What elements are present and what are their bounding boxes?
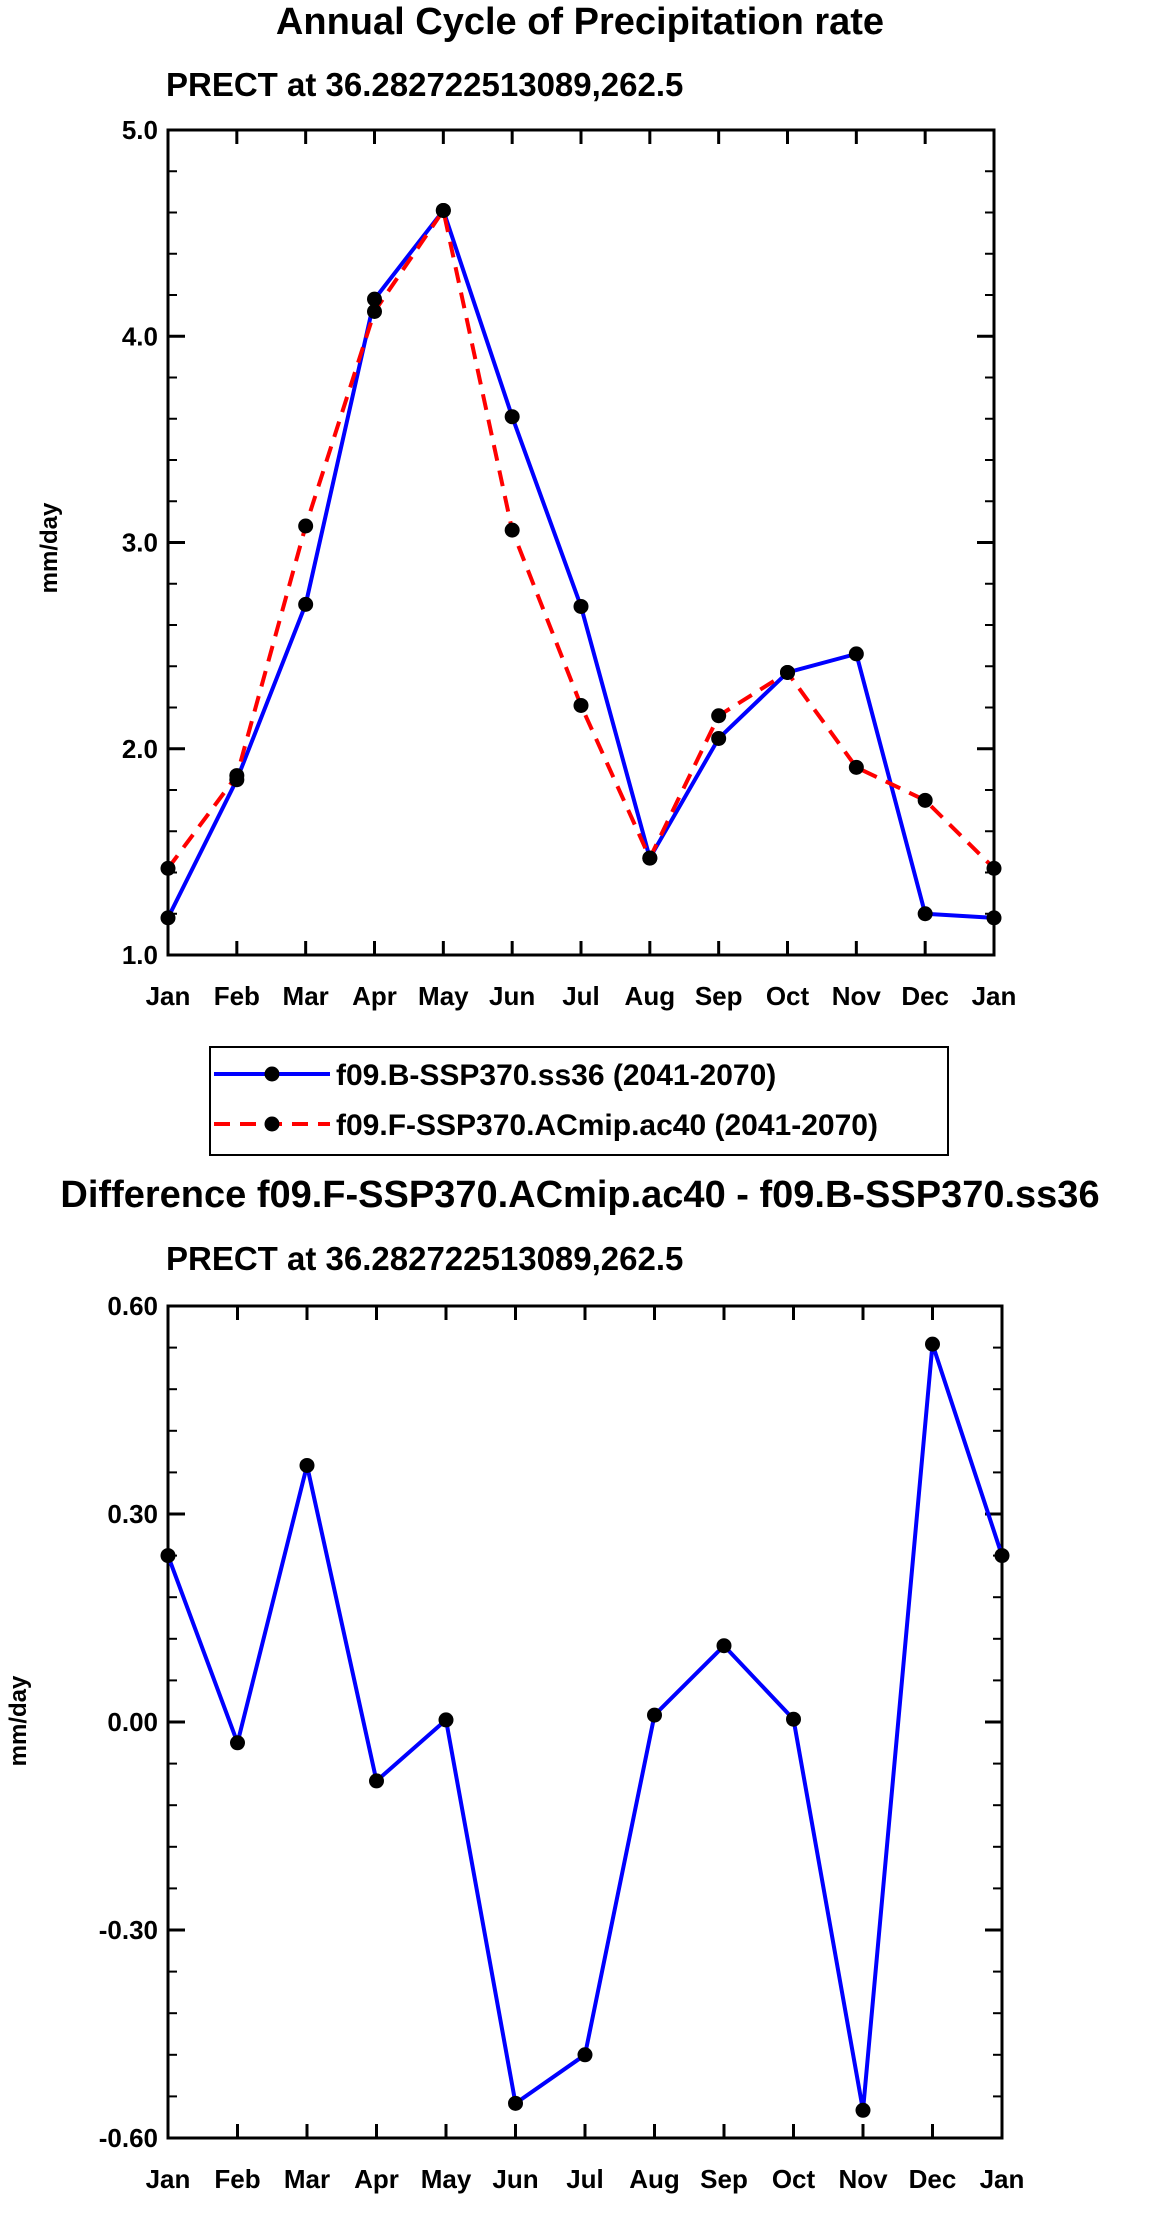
bottom-series-1-point	[160, 1548, 176, 1564]
legend: f09.B-SSP370.ss36 (2041-2070) f09.F-SSP3…	[209, 1046, 949, 1156]
top-ytick-label: 3.0	[122, 528, 158, 558]
top-xtick-label: Apr	[352, 981, 397, 1011]
top-series-2-line	[166, 208, 996, 870]
bottom-chart-subtitle: PRECT at 36.282722513089,262.5	[166, 1240, 683, 1277]
bottom-xtick-label: Jul	[566, 2164, 604, 2194]
legend-marker-series-2	[264, 1116, 280, 1132]
top-series-2-point	[848, 759, 864, 775]
bottom-xtick-label: Apr	[354, 2164, 399, 2194]
bottom-xtick-label: Nov	[838, 2164, 888, 2194]
top-series-2-point	[917, 792, 933, 808]
bottom-series-1-point	[508, 2095, 523, 2111]
top-ytick-label: 1.0	[122, 940, 158, 970]
top-xtick-label: Aug	[625, 981, 676, 1011]
top-series-2-point	[780, 664, 795, 680]
top-series-2-point	[642, 850, 658, 866]
top-series-2-point	[435, 202, 451, 218]
legend-label-series-2: f09.F-SSP370.ACmip.ac40 (2041-2070)	[336, 1109, 878, 1142]
top-ytick-label: 4.0	[122, 321, 158, 351]
bottom-series-1-point	[438, 1712, 454, 1728]
bottom-xtick-label: Mar	[284, 2164, 330, 2194]
bottom-xtick-label: Jan	[146, 2164, 191, 2194]
top-series-1-point	[504, 409, 520, 425]
top-series-2-point	[573, 697, 589, 713]
bottom-xtick-label: Aug	[629, 2164, 680, 2194]
top-xtick-label: Mar	[283, 981, 329, 1011]
top-series-1-point	[917, 906, 933, 922]
top-xtick-label: May	[418, 981, 469, 1011]
bottom-chart-ylabel: mm/day	[5, 1675, 32, 1766]
top-xtick-label: Jun	[489, 981, 535, 1011]
top-chart-subtitle: PRECT at 36.282722513089,262.5	[166, 66, 683, 103]
bottom-xtick-label: Jan	[980, 2164, 1025, 2194]
top-series-1-point	[298, 596, 314, 612]
bottom-series-1-point	[577, 2047, 593, 2063]
top-series-1-point	[711, 730, 727, 746]
bottom-ytick-label: 0.30	[107, 1499, 158, 1529]
bottom-series-1-point	[647, 1707, 662, 1723]
bottom-chart-plot: -0.60 -0.30 0.00 0.30 0.60 Jan Feb Mar Apr May Jun…	[99, 1291, 1025, 2194]
top-xtick-label: Oct	[766, 981, 810, 1011]
bottom-xtick-label: Dec	[909, 2164, 957, 2194]
top-series-2-point	[160, 860, 176, 876]
bottom-series-1-point	[369, 1773, 384, 1789]
top-xtick-label: Dec	[901, 981, 949, 1011]
bottom-series-1-point	[994, 1548, 1010, 1564]
top-chart-frame	[166, 128, 996, 957]
bottom-ytick-label: 0.00	[107, 1707, 158, 1737]
legend-marker-series-1	[264, 1066, 280, 1082]
bottom-xtick-label: Jun	[492, 2164, 538, 2194]
bottom-series-1-point	[299, 1457, 315, 1473]
top-xtick-label: Feb	[214, 981, 260, 1011]
bottom-series-1-point	[230, 1735, 245, 1751]
bottom-series-1-point	[716, 1638, 732, 1654]
top-chart-plot: 1.0 2.0 3.0 4.0 5.0 Jan Feb Mar Apr May Jun Jul Aug S…	[122, 115, 1017, 1011]
top-ytick-label: 5.0	[122, 115, 158, 145]
legend-box	[209, 1046, 949, 1156]
bottom-series-1-point	[925, 1336, 940, 1352]
bottom-series-1-line	[166, 1342, 1004, 2113]
top-chart-title: Annual Cycle of Precipitation rate	[276, 1, 884, 43]
top-series-2-point	[229, 768, 245, 784]
top-chart-ylabel: mm/day	[36, 502, 63, 593]
top-series-1-point	[160, 910, 176, 926]
bottom-ytick-label: -0.60	[99, 2123, 158, 2153]
top-series-2-point	[986, 860, 1002, 876]
top-xtick-label: Jul	[562, 981, 600, 1011]
top-xtick-label: Sep	[695, 981, 743, 1011]
top-series-1-line	[166, 208, 995, 920]
top-series-2-point	[711, 708, 727, 724]
bottom-xtick-label: May	[421, 2164, 472, 2194]
top-series-2-point	[298, 518, 314, 534]
bottom-series-1-point	[855, 2102, 871, 2118]
bottom-chart-frame	[166, 1304, 1004, 2140]
top-ytick-label: 2.0	[122, 734, 158, 764]
legend-label-series-1: f09.B-SSP370.ss36 (2041-2070)	[336, 1059, 776, 1092]
bottom-ytick-label: 0.60	[107, 1291, 158, 1321]
bottom-ytick-label: -0.30	[99, 1915, 158, 1945]
top-series-1-point	[573, 598, 589, 614]
top-series-2-point	[504, 522, 520, 538]
top-xtick-label: Jan	[972, 981, 1017, 1011]
bottom-series-1-point	[786, 1711, 801, 1727]
top-series-1-point	[367, 291, 382, 307]
top-series-1-point	[986, 910, 1002, 926]
bottom-chart-title: Difference f09.F-SSP370.ACmip.ac40 - f09…	[60, 1174, 1099, 1216]
top-xtick-label: Jan	[146, 981, 191, 1011]
top-series-2-point	[367, 304, 382, 319]
top-series-1-point	[848, 646, 864, 662]
bottom-xtick-label: Feb	[214, 2164, 260, 2194]
bottom-xtick-label: Oct	[772, 2164, 816, 2194]
top-xtick-label: Nov	[832, 981, 882, 1011]
bottom-xtick-label: Sep	[700, 2164, 748, 2194]
